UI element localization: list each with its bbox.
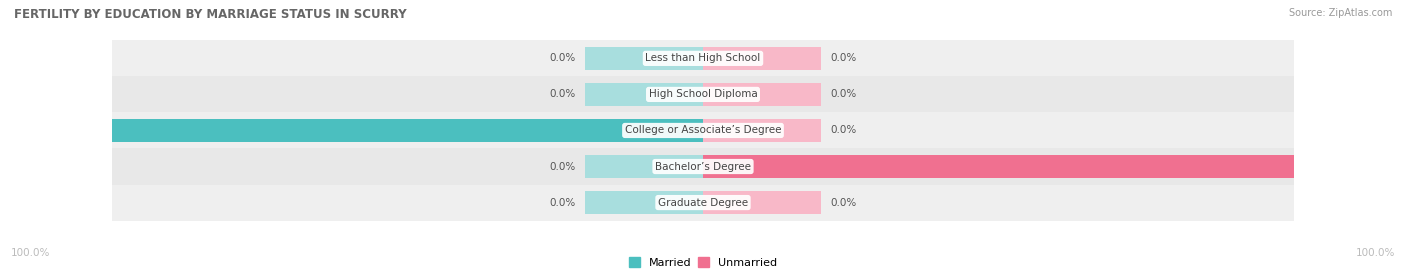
Bar: [703, 83, 821, 106]
Text: 100.0%: 100.0%: [11, 248, 51, 258]
Text: 0.0%: 0.0%: [830, 197, 856, 208]
Bar: [112, 112, 1294, 148]
Bar: [703, 119, 821, 142]
Text: 0.0%: 0.0%: [830, 125, 856, 136]
Text: 0.0%: 0.0%: [550, 53, 576, 63]
Bar: [585, 191, 703, 214]
Bar: [585, 155, 703, 178]
Bar: [585, 47, 703, 70]
Text: High School Diploma: High School Diploma: [648, 89, 758, 100]
Text: 0.0%: 0.0%: [550, 161, 576, 172]
Text: 0.0%: 0.0%: [830, 53, 856, 63]
Text: 0.0%: 0.0%: [550, 89, 576, 100]
Text: 100.0%: 100.0%: [1302, 161, 1346, 172]
Text: 100.0%: 100.0%: [1355, 248, 1395, 258]
Bar: [112, 40, 1294, 76]
Text: 0.0%: 0.0%: [830, 89, 856, 100]
Legend: Married, Unmarried: Married, Unmarried: [624, 253, 782, 269]
Bar: [112, 119, 703, 142]
Bar: [112, 148, 1294, 185]
Bar: [585, 83, 703, 106]
Text: 0.0%: 0.0%: [550, 197, 576, 208]
Text: College or Associate’s Degree: College or Associate’s Degree: [624, 125, 782, 136]
Text: FERTILITY BY EDUCATION BY MARRIAGE STATUS IN SCURRY: FERTILITY BY EDUCATION BY MARRIAGE STATU…: [14, 8, 406, 21]
Text: Source: ZipAtlas.com: Source: ZipAtlas.com: [1288, 8, 1392, 18]
Bar: [703, 191, 821, 214]
Text: Graduate Degree: Graduate Degree: [658, 197, 748, 208]
Bar: [703, 47, 821, 70]
Bar: [703, 155, 1294, 178]
Text: 100.0%: 100.0%: [60, 125, 104, 136]
Text: Less than High School: Less than High School: [645, 53, 761, 63]
Bar: [112, 185, 1294, 221]
Bar: [112, 76, 1294, 112]
Text: Bachelor’s Degree: Bachelor’s Degree: [655, 161, 751, 172]
